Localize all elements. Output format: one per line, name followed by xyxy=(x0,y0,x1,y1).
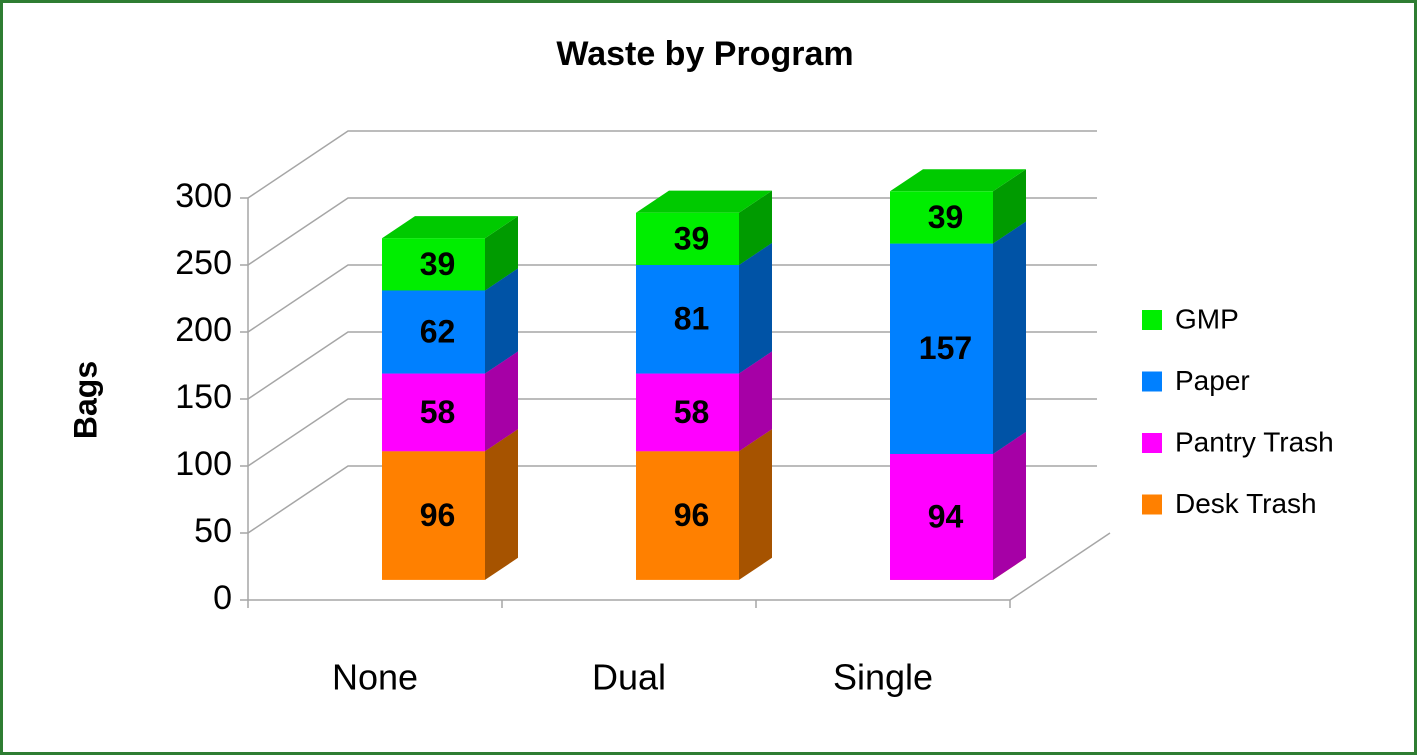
data-label: 58 xyxy=(674,394,710,430)
bar-side xyxy=(739,351,772,452)
bar-side xyxy=(485,351,518,452)
bar xyxy=(382,290,485,374)
grid-line xyxy=(247,264,1097,333)
bar-side xyxy=(993,221,1026,454)
bar-side xyxy=(993,169,1026,244)
bar-top xyxy=(636,190,772,213)
bar-top xyxy=(382,216,518,239)
y-tick-label: 250 xyxy=(175,244,232,282)
data-label: 157 xyxy=(919,330,972,366)
bar-top xyxy=(890,169,1026,192)
bar xyxy=(890,191,993,244)
y-tick-label: 300 xyxy=(175,177,232,215)
bar xyxy=(382,373,485,452)
bar xyxy=(636,265,739,374)
y-tick-label: 150 xyxy=(175,378,232,416)
y-tick-label: 200 xyxy=(175,311,232,349)
data-label: 39 xyxy=(420,246,456,282)
bar-side xyxy=(485,268,518,374)
legend-label: Desk Trash xyxy=(1175,488,1317,519)
bar xyxy=(890,243,993,454)
bar xyxy=(636,373,739,452)
bar-side xyxy=(485,429,518,580)
bar xyxy=(636,451,739,580)
x-tick-label: Dual xyxy=(592,657,666,698)
bar xyxy=(890,453,993,580)
data-label: 58 xyxy=(420,394,456,430)
bar-side xyxy=(993,431,1026,580)
x-tick-label: None xyxy=(332,657,418,698)
bar xyxy=(636,212,739,265)
y-tick-label: 0 xyxy=(213,579,232,617)
y-tick-label: 100 xyxy=(175,445,232,483)
legend-swatch xyxy=(1142,371,1162,392)
y-axis-label: Bags xyxy=(67,361,103,439)
legend-label: GMP xyxy=(1175,303,1239,334)
legend-label: Paper xyxy=(1175,365,1250,396)
grid-line xyxy=(247,197,1097,266)
bar-side xyxy=(739,190,772,265)
bar-side xyxy=(739,429,772,580)
bar-side xyxy=(485,216,518,291)
data-label: 39 xyxy=(928,199,964,235)
bar xyxy=(382,238,485,291)
data-label: 96 xyxy=(420,497,456,533)
x-tick-label: Single xyxy=(833,657,933,698)
data-label: 39 xyxy=(674,220,710,256)
legend-swatch xyxy=(1142,494,1162,515)
data-label: 96 xyxy=(674,497,710,533)
legend-swatch xyxy=(1142,310,1162,330)
chart-title: Waste by Program xyxy=(556,35,853,73)
grid-line xyxy=(247,130,1097,199)
bar xyxy=(382,451,485,580)
grid-line xyxy=(247,465,1097,534)
y-tick-label: 50 xyxy=(194,512,232,550)
legend-label: Pantry Trash xyxy=(1175,426,1334,457)
data-label: 94 xyxy=(928,498,964,534)
bar-side xyxy=(739,242,772,374)
grid-line xyxy=(247,331,1097,400)
data-label: 62 xyxy=(420,313,456,349)
data-label: 81 xyxy=(674,301,710,337)
grid-line xyxy=(247,398,1097,467)
legend-swatch xyxy=(1142,433,1162,453)
